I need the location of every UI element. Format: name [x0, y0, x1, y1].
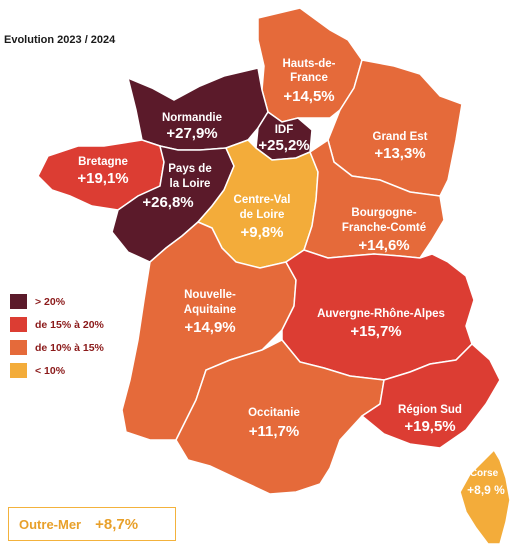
label-normandie: Normandie	[162, 112, 222, 124]
value-region-sud: +19,5%	[404, 418, 455, 435]
legend-label-15to20: de 15% à 20%	[35, 318, 104, 331]
label-nouvelle-aquitaine-line1: Nouvelle-	[184, 289, 236, 301]
label-bretagne: Bretagne	[78, 156, 128, 168]
label-auvergne-rhone-alpes: Auvergne-Rhône-Alpes	[317, 308, 445, 320]
outre-mer-box: Outre-Mer +8,7%	[8, 507, 176, 541]
label-region-sud: Région Sud	[398, 404, 462, 416]
value-pays-de-la-loire: +26,8%	[142, 194, 193, 211]
value-corse: +8,9 %	[467, 483, 505, 497]
legend-swatch-lt10	[10, 363, 27, 378]
label-occitanie: Occitanie	[248, 407, 300, 419]
label-grand-est: Grand Est	[373, 131, 428, 143]
region-hauts-de-france[interactable]	[257, 7, 363, 123]
region-sud[interactable]	[360, 342, 501, 449]
legend-swatch-gt20	[10, 294, 27, 309]
label-nouvelle-aquitaine-line2: Aquitaine	[184, 304, 236, 316]
legend-label-10to15: de 10% à 15%	[35, 341, 104, 354]
value-centre-val-de-loire: +9,8%	[241, 224, 284, 241]
label-pays-de-la-loire-line1: Pays de	[168, 163, 211, 175]
label-corse: Corse	[470, 468, 499, 479]
label-bourgogne-franche-comte-line1: Bourgogne-	[351, 207, 416, 219]
legend-item-gt20: > 20%	[10, 290, 104, 313]
legend-item-15to20: de 15% à 20%	[10, 313, 104, 336]
value-hauts-de-france: +14,5%	[283, 88, 334, 105]
legend-label-lt10: < 10%	[35, 364, 66, 377]
legend-swatch-15to20	[10, 317, 27, 332]
legend-swatch-10to15	[10, 340, 27, 355]
value-grand-est: +13,3%	[374, 145, 425, 162]
outre-mer-value: +8,7%	[95, 515, 139, 533]
label-bourgogne-franche-comte-line2: Franche-Comté	[342, 222, 426, 234]
label-centre-val-de-loire-line1: Centre-Val	[234, 194, 291, 206]
label-pays-de-la-loire-line2: la Loire	[170, 178, 211, 190]
legend-item-lt10: < 10%	[10, 359, 104, 382]
outre-mer-label: Outre-Mer	[19, 516, 82, 532]
label-idf: IDF	[275, 124, 294, 136]
label-hauts-de-france-line1: Hauts-de-	[282, 58, 335, 70]
map-title: Evolution 2023 / 2024	[4, 34, 116, 46]
value-normandie: +27,9%	[166, 125, 217, 142]
label-hauts-de-france-line2: France	[290, 72, 328, 84]
label-centre-val-de-loire-line2: de Loire	[240, 209, 285, 221]
legend-label-gt20: > 20%	[35, 295, 66, 308]
value-auvergne-rhone-alpes: +15,7%	[350, 323, 401, 340]
value-nouvelle-aquitaine: +14,9%	[184, 319, 235, 336]
legend: > 20% de 15% à 20% de 10% à 15% < 10%	[10, 290, 104, 382]
legend-item-10to15: de 10% à 15%	[10, 336, 104, 359]
value-bretagne: +19,1%	[77, 170, 128, 187]
value-bourgogne-franche-comte: +14,6%	[358, 237, 409, 254]
value-occitanie: +11,7%	[249, 423, 299, 440]
value-idf: +25,2%	[258, 137, 309, 154]
region-corse[interactable]	[459, 448, 511, 545]
